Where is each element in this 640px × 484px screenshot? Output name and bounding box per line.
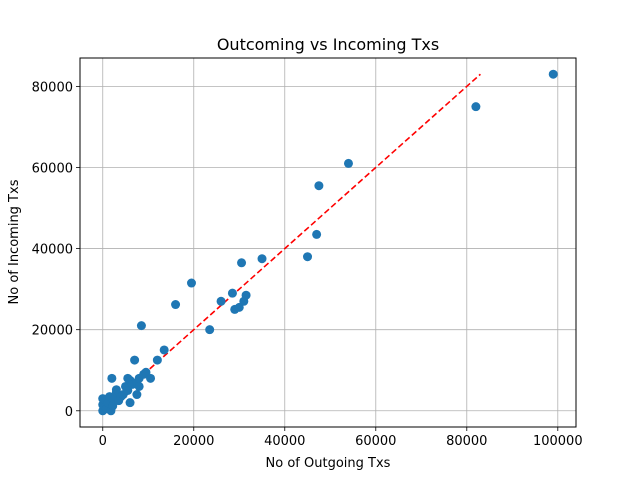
data-point <box>159 345 169 355</box>
data-point <box>314 181 324 191</box>
data-point <box>171 300 181 310</box>
data-point <box>146 373 156 383</box>
data-point <box>108 401 118 411</box>
data-point <box>257 254 267 264</box>
plot-frame <box>79 57 577 428</box>
data-point <box>130 355 140 365</box>
x-tick-label: 40000 <box>264 434 305 449</box>
chart-title: Outcoming vs Incoming Txs <box>217 35 439 54</box>
data-point <box>216 296 226 306</box>
data-point <box>303 252 313 262</box>
data-point <box>237 258 247 268</box>
data-point <box>134 381 144 391</box>
y-tick-label: 20000 <box>32 324 73 339</box>
x-tick-label: 60000 <box>355 434 396 449</box>
trend-line <box>102 73 481 412</box>
y-tick-label: 60000 <box>32 161 73 176</box>
data-point <box>111 385 121 395</box>
data-point <box>205 325 215 335</box>
x-axis-label: No of Outgoing Txs <box>266 456 391 471</box>
data-point <box>548 69 558 79</box>
data-point <box>186 278 196 288</box>
x-tick-label: 80000 <box>446 434 487 449</box>
data-point <box>241 290 251 300</box>
x-tick-label: 0 <box>99 434 107 449</box>
y-tick-label: 40000 <box>32 243 73 258</box>
data-point <box>343 158 353 168</box>
y-tick-label: 0 <box>65 405 73 420</box>
x-tick-label: 20000 <box>173 434 214 449</box>
x-tick-label: 100000 <box>533 434 583 449</box>
x-axis-ticks: 0 20000 40000 60000 80000 100000 <box>99 427 583 449</box>
y-tick-label: 80000 <box>32 80 73 95</box>
data-point <box>136 321 146 331</box>
data-point <box>125 398 135 408</box>
trend-line-group <box>102 73 481 412</box>
data-point <box>132 390 142 400</box>
grid <box>80 58 576 427</box>
y-axis-label: No of Incoming Txs <box>7 179 22 304</box>
data-point <box>471 102 481 112</box>
y-axis-ticks: 0 20000 40000 60000 80000 <box>32 80 80 420</box>
data-point <box>152 355 162 365</box>
data-point <box>107 373 117 383</box>
points-group <box>98 69 558 416</box>
data-point <box>227 288 237 298</box>
data-point <box>312 229 322 239</box>
